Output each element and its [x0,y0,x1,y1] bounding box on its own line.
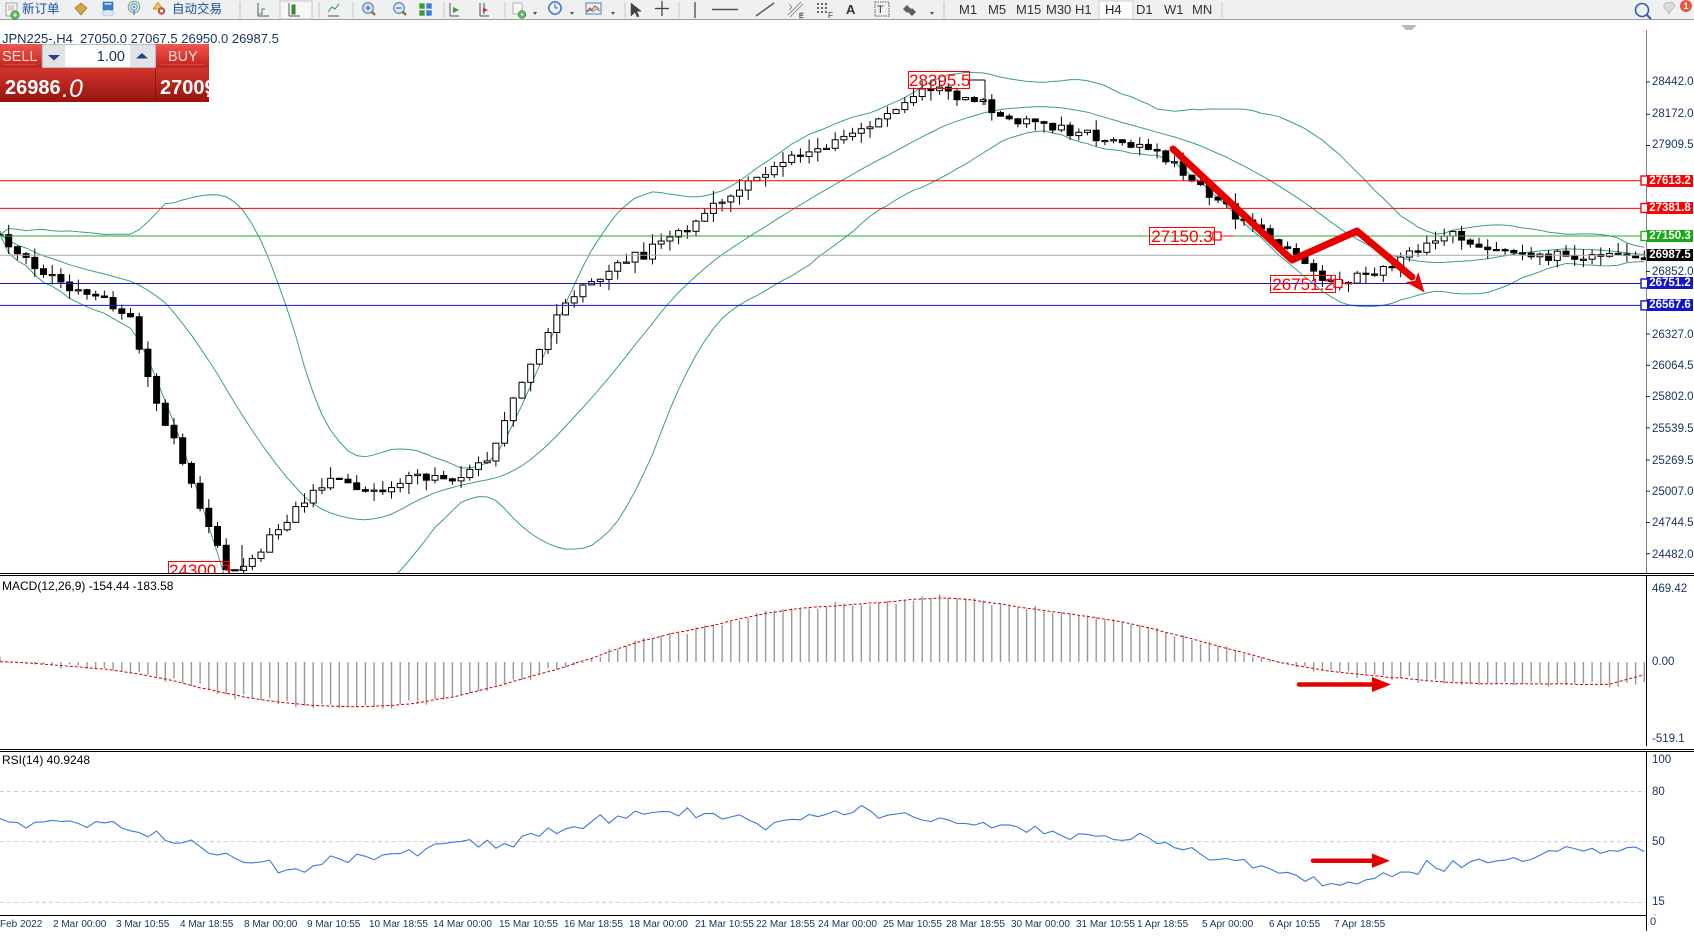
svg-text:W1: W1 [1164,2,1184,17]
svg-text:F: F [828,11,833,20]
svg-text:新订单: 新订单 [22,1,60,16]
svg-text:M5: M5 [988,2,1006,17]
svg-text:M30: M30 [1046,2,1071,17]
svg-text:自动交易: 自动交易 [172,1,222,16]
svg-text:E: E [799,13,804,20]
svg-text:H4: H4 [1105,2,1122,17]
svg-text:M15: M15 [1016,2,1041,17]
svg-text:M1: M1 [959,2,977,17]
svg-text:A: A [846,2,856,17]
svg-text:MN: MN [1192,2,1212,17]
svg-text:H1: H1 [1075,2,1092,17]
svg-text:T: T [877,4,884,16]
svg-text:1: 1 [1683,1,1688,11]
svg-text:D1: D1 [1136,2,1153,17]
